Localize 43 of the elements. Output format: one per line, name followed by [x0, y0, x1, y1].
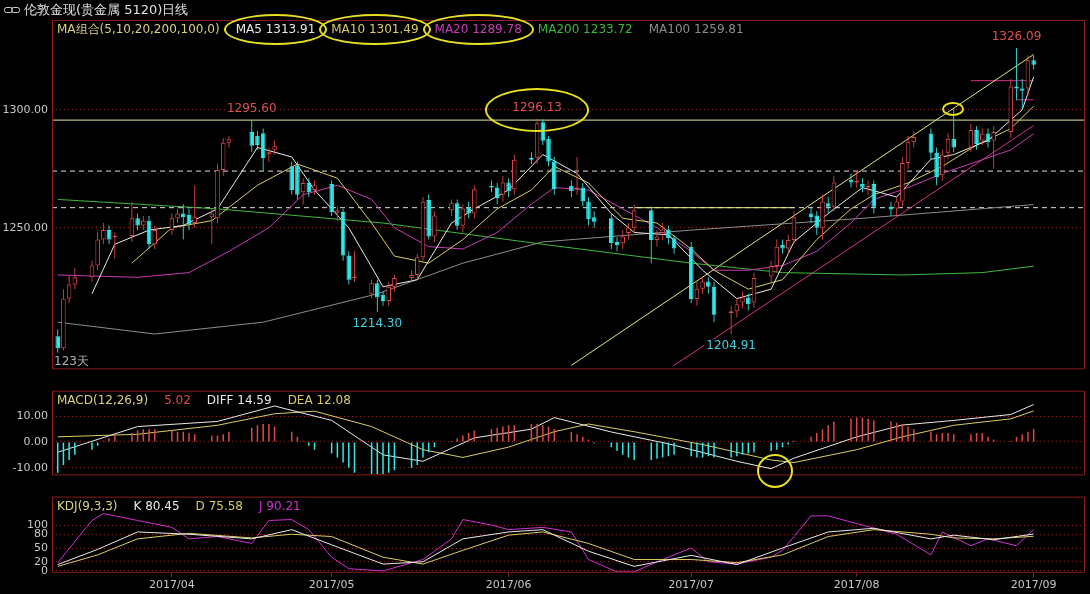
candlestick	[1019, 79, 1025, 110]
text: MA20 1289.78	[434, 22, 522, 37]
annotation: 123天	[54, 354, 89, 369]
y-tick-label: 1250.00	[2, 220, 48, 234]
x-tick-label: 2017/04	[149, 578, 195, 592]
candlestick	[660, 223, 665, 240]
candlestick	[192, 185, 197, 228]
candlestick	[335, 206, 340, 221]
candlestick	[991, 126, 996, 169]
x-tick-label: 2017/06	[485, 578, 532, 592]
annotation: 1204.91	[706, 338, 756, 353]
y-tick-label: 0.00	[23, 434, 48, 448]
series-label: D 75.58	[195, 498, 244, 514]
y-tick-label: 10.00	[16, 409, 48, 423]
annotation: 1326.09	[991, 29, 1042, 44]
y-tick-label: -10.00	[12, 460, 48, 474]
candlestick	[272, 140, 277, 155]
x-tick-label: 2017/09	[1010, 578, 1057, 592]
chart-title: 伦敦金现(贵金属 5120)日线	[24, 1, 189, 19]
candlestick	[266, 147, 272, 162]
y-tick-label: 1300.00	[2, 102, 48, 116]
annotation: 1214.30	[352, 316, 403, 331]
text: MA100 1259.81	[648, 22, 744, 37]
y-tick-label: 50	[34, 540, 48, 554]
text: MA10 1301.49	[331, 22, 419, 37]
series-label: DEA 12.08	[287, 392, 351, 408]
text: MA5 1313.91	[235, 22, 316, 37]
candlestick	[825, 197, 831, 214]
annotation: 1296.13	[512, 99, 562, 114]
series-label: DIFF 14.59	[206, 392, 272, 408]
series-label: K 80.45	[133, 498, 180, 514]
legend-title: MACD(12,26,9)	[57, 392, 149, 408]
annotation: 1295.60	[226, 101, 277, 116]
text: MA200 1233.72	[537, 22, 633, 37]
x-tick-label: 2017/08	[833, 578, 880, 592]
text: 5.02	[164, 392, 191, 408]
x-tick-label: 2017/07	[668, 578, 715, 592]
y-tick-label: 0	[41, 563, 48, 577]
candlestick	[409, 270, 414, 283]
series-label: J 90.21	[259, 498, 301, 514]
legend-title: KDJ(9,3,3)	[57, 498, 118, 514]
x-tick-label: 2017/05	[308, 578, 355, 592]
legend-title: MA组合(5,10,20,200,100,0)	[57, 22, 220, 37]
